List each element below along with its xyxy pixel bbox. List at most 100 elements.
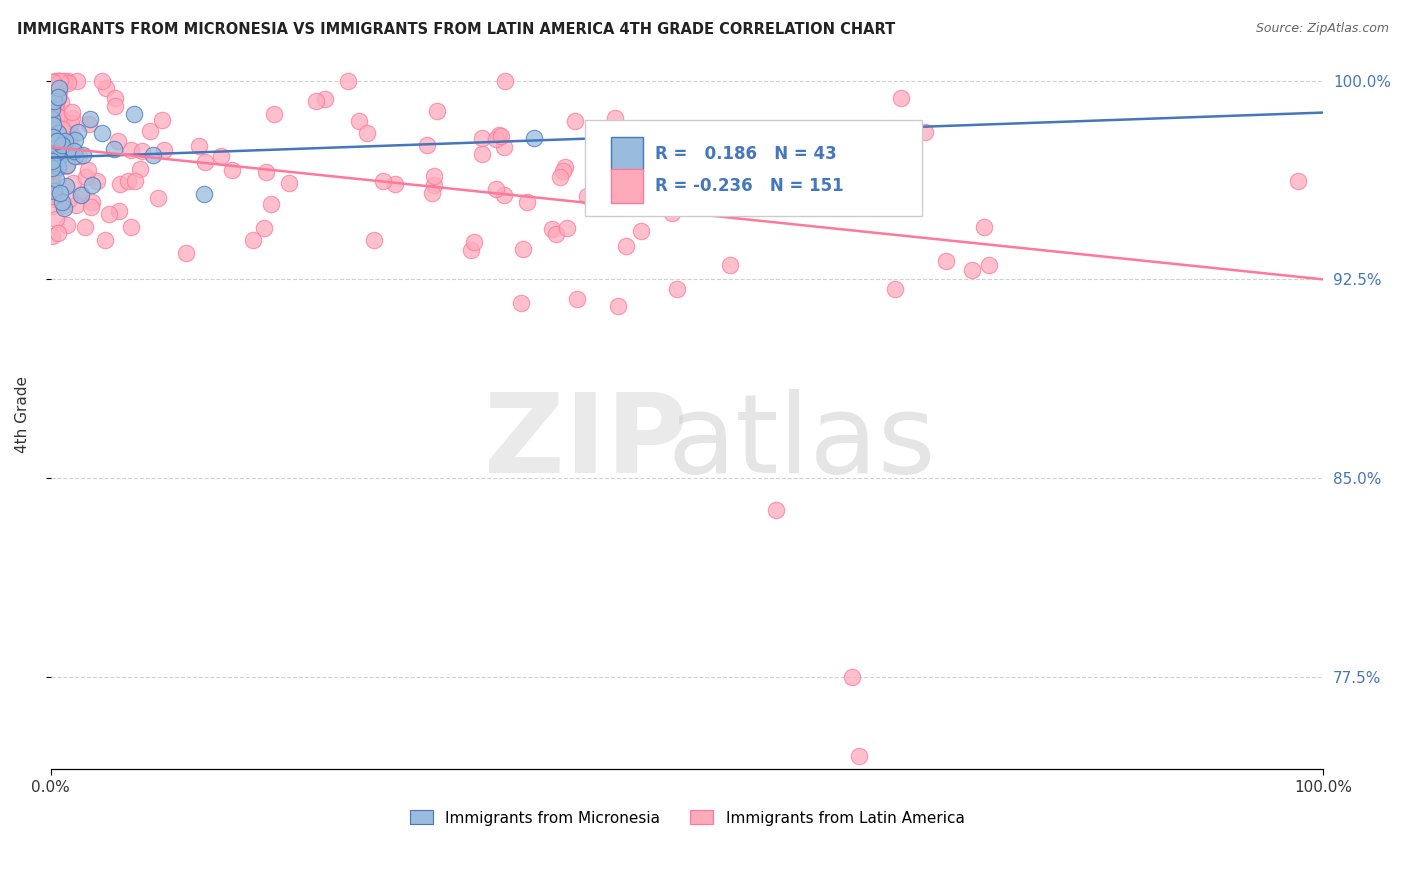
Point — [765, 503, 787, 517]
Point — [973, 219, 995, 234]
Point — [79, 112, 101, 126]
Point — [463, 235, 485, 249]
Point — [254, 165, 277, 179]
Point — [56, 158, 79, 172]
Point — [41, 229, 63, 244]
Bar — [610, 169, 643, 202]
Point — [337, 74, 360, 88]
Point — [260, 197, 283, 211]
Point — [510, 296, 533, 310]
Point — [422, 169, 444, 183]
Point — [45, 151, 67, 165]
Point — [42, 189, 65, 203]
Point — [962, 263, 984, 277]
Point — [551, 164, 574, 178]
Point — [554, 160, 576, 174]
Point — [129, 162, 152, 177]
Point — [46, 134, 69, 148]
Point — [41, 75, 63, 89]
Point — [564, 114, 586, 128]
Point — [471, 147, 494, 161]
Point — [420, 186, 443, 200]
Point — [42, 184, 65, 198]
Point — [56, 218, 79, 232]
Point — [66, 74, 89, 88]
Point — [494, 188, 516, 202]
Point — [44, 94, 66, 108]
Point — [516, 194, 538, 209]
Point — [41, 199, 63, 213]
Point — [557, 221, 579, 235]
Point — [146, 191, 169, 205]
Point — [523, 131, 546, 145]
Point — [75, 170, 97, 185]
Point — [56, 76, 79, 90]
Point — [108, 203, 131, 218]
Point — [541, 221, 564, 235]
Point — [492, 139, 515, 153]
Point — [103, 142, 125, 156]
Point — [60, 116, 83, 130]
Point — [122, 107, 145, 121]
Point — [253, 220, 276, 235]
Point — [46, 160, 69, 174]
Point — [546, 227, 568, 241]
Text: R = -0.236   N = 151: R = -0.236 N = 151 — [655, 177, 844, 194]
Point — [314, 92, 336, 106]
Point — [44, 92, 66, 106]
Point — [53, 134, 76, 148]
Point — [58, 134, 80, 148]
Point — [41, 168, 63, 182]
Point — [890, 91, 912, 105]
Point — [841, 670, 863, 684]
Point — [44, 74, 66, 88]
Point — [45, 172, 67, 186]
Point — [51, 121, 73, 136]
Point — [62, 176, 84, 190]
Point — [65, 198, 87, 212]
Point — [117, 174, 139, 188]
Point — [77, 117, 100, 131]
Point — [44, 96, 66, 111]
Point — [53, 74, 76, 88]
Point — [67, 148, 90, 162]
Point — [44, 95, 66, 109]
Point — [188, 139, 211, 153]
Point — [363, 234, 385, 248]
Point — [914, 125, 936, 139]
Point — [603, 111, 626, 125]
Point — [104, 99, 127, 113]
Point — [60, 147, 83, 161]
Point — [416, 137, 439, 152]
Point — [48, 74, 70, 88]
Point — [193, 187, 215, 202]
Point — [488, 128, 510, 143]
Point — [62, 144, 84, 158]
Point — [60, 128, 83, 142]
Point — [131, 144, 153, 158]
Point — [41, 112, 63, 127]
Point — [460, 244, 482, 258]
Legend: Immigrants from Micronesia, Immigrants from Latin America: Immigrants from Micronesia, Immigrants f… — [409, 811, 965, 825]
Point — [51, 137, 73, 152]
Text: atlas: atlas — [668, 389, 936, 496]
Point — [67, 125, 90, 139]
Point — [41, 101, 63, 115]
Point — [70, 186, 93, 201]
Point — [98, 207, 121, 221]
Point — [80, 178, 103, 192]
Point — [77, 163, 100, 178]
Point — [51, 194, 73, 209]
Point — [46, 91, 69, 105]
Point — [107, 134, 129, 148]
Point — [718, 258, 741, 272]
Point — [46, 126, 69, 140]
Point — [65, 133, 87, 147]
Point — [48, 85, 70, 99]
Point — [93, 233, 115, 247]
Point — [56, 74, 79, 88]
Point — [53, 146, 76, 161]
Point — [42, 118, 65, 132]
Point — [48, 152, 70, 166]
Point — [142, 148, 165, 162]
